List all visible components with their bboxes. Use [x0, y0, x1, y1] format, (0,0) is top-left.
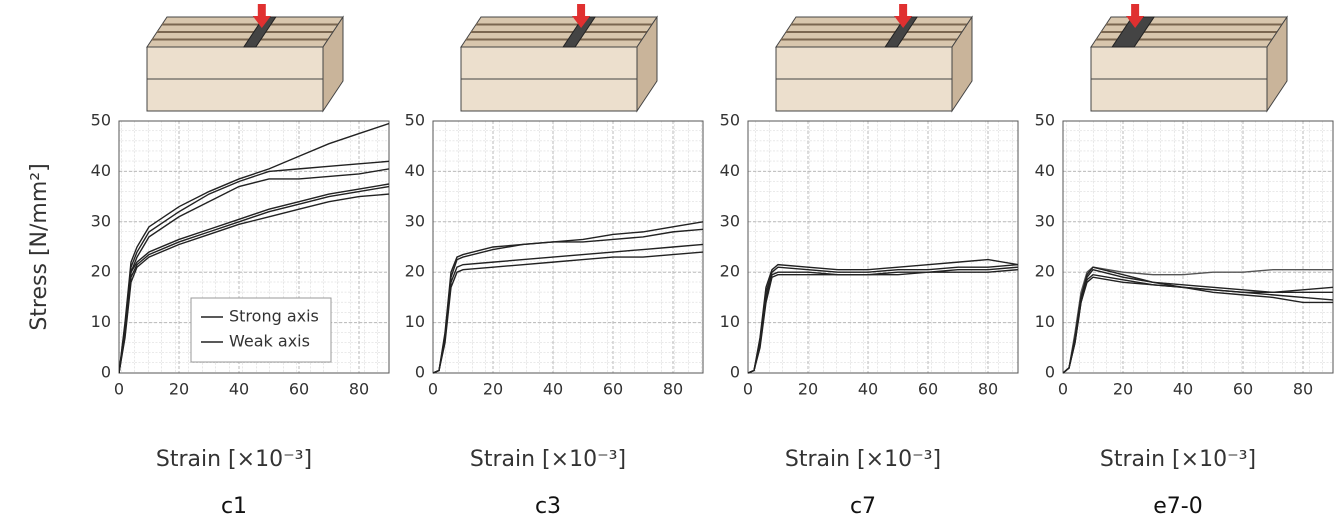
- y-tick-label: 40: [720, 161, 740, 180]
- load-arrow-shaft: [1131, 4, 1140, 16]
- plot-frame: [118, 120, 390, 374]
- x-tick-label: 40: [1173, 380, 1193, 399]
- y-tick-label: 0: [101, 363, 111, 382]
- plot-area: [748, 121, 1018, 373]
- y-tick-label: 30: [405, 211, 425, 230]
- y-tick-label: 10: [405, 312, 425, 331]
- specimen-illustration: [146, 4, 344, 113]
- x-tick-label: 40: [543, 380, 563, 399]
- y-tick-label: 50: [405, 111, 425, 130]
- x-tick-label: 20: [169, 380, 189, 399]
- specimen-illustration: [460, 4, 658, 113]
- plot-area: [1063, 121, 1333, 373]
- loading-plate: [1111, 16, 1156, 48]
- y-tick-label: 20: [720, 262, 740, 281]
- curve: [1063, 276, 1333, 374]
- y-tick-label: 50: [1035, 111, 1055, 130]
- load-arrow-shaft: [577, 4, 586, 16]
- y-tick-label: 50: [720, 111, 740, 130]
- y-tick-label: 40: [405, 161, 425, 180]
- y-tick-label: 0: [1045, 363, 1055, 382]
- curve: [119, 185, 389, 374]
- x-tick-label: 80: [349, 380, 369, 399]
- x-tick-label: 60: [289, 380, 309, 399]
- plot-area: [433, 121, 703, 373]
- loading-plate: [242, 16, 277, 48]
- plot-frame: [432, 120, 704, 374]
- curve: [119, 183, 389, 374]
- load-arrow-shaft: [899, 4, 908, 16]
- x-axis-label: Strain [×10⁻³]: [1100, 447, 1256, 472]
- load-arrow-head: [572, 16, 591, 28]
- curve: [119, 160, 389, 374]
- y-tick-label: 50: [91, 111, 111, 130]
- y-tick-label: 30: [1035, 211, 1055, 230]
- x-tick-label: 0: [1058, 380, 1068, 399]
- curve: [1063, 268, 1333, 374]
- specimen-illustration: [775, 4, 973, 113]
- x-tick-label: 60: [918, 380, 938, 399]
- curve: [433, 251, 703, 374]
- x-tick-label: 40: [858, 380, 878, 399]
- block-side: [322, 15, 344, 113]
- chart-title: c7: [850, 494, 876, 519]
- x-axis-label: Strain [×10⁻³]: [785, 447, 941, 472]
- curve: [1063, 266, 1333, 374]
- y-tick-label: 0: [730, 363, 740, 382]
- x-tick-label: 20: [483, 380, 503, 399]
- plot-frame: [747, 120, 1019, 374]
- curve: [119, 193, 389, 374]
- y-tick-label: 40: [91, 161, 111, 180]
- y-tick-label: 0: [415, 363, 425, 382]
- specimen-illustration: [1090, 4, 1288, 113]
- x-tick-label: 80: [978, 380, 998, 399]
- x-tick-label: 0: [743, 380, 753, 399]
- y-tick-label: 40: [1035, 161, 1055, 180]
- load-arrow-head: [1126, 16, 1145, 28]
- block-side: [636, 15, 658, 113]
- x-axis-label: Strain [×10⁻³]: [156, 447, 312, 472]
- y-tick-label: 20: [91, 262, 111, 281]
- curve: [748, 268, 1018, 374]
- curve: [119, 122, 389, 374]
- y-tick-label: 20: [1035, 262, 1055, 281]
- load-arrow-shaft: [257, 4, 266, 16]
- chart-title: c1: [221, 494, 247, 519]
- y-tick-label: 10: [1035, 312, 1055, 331]
- x-tick-label: 20: [798, 380, 818, 399]
- loading-plate: [562, 16, 597, 48]
- x-tick-label: 40: [229, 380, 249, 399]
- x-tick-label: 80: [663, 380, 683, 399]
- x-axis-label: Strain [×10⁻³]: [470, 447, 626, 472]
- block-side: [1266, 15, 1288, 113]
- x-tick-label: 0: [114, 380, 124, 399]
- block-side: [951, 15, 973, 113]
- y-tick-label: 20: [405, 262, 425, 281]
- x-tick-label: 0: [428, 380, 438, 399]
- y-tick-label: 30: [720, 211, 740, 230]
- y-axis-label: Stress [N/mm²]: [27, 163, 52, 330]
- x-tick-label: 60: [1233, 380, 1253, 399]
- plot-frame: [1062, 120, 1334, 374]
- x-tick-label: 20: [1113, 380, 1133, 399]
- load-arrow-head: [252, 16, 271, 28]
- chart-title: e7-0: [1153, 494, 1202, 519]
- loading-plate: [884, 16, 919, 48]
- load-arrow-head: [894, 16, 913, 28]
- legend-label: Weak axis: [229, 332, 310, 351]
- chart-title: c3: [535, 494, 561, 519]
- legend-label: Strong axis: [229, 307, 319, 326]
- legend-box: [190, 297, 332, 363]
- y-tick-label: 30: [91, 211, 111, 230]
- x-tick-label: 60: [603, 380, 623, 399]
- y-tick-label: 10: [91, 312, 111, 331]
- y-tick-label: 10: [720, 312, 740, 331]
- x-tick-label: 80: [1293, 380, 1313, 399]
